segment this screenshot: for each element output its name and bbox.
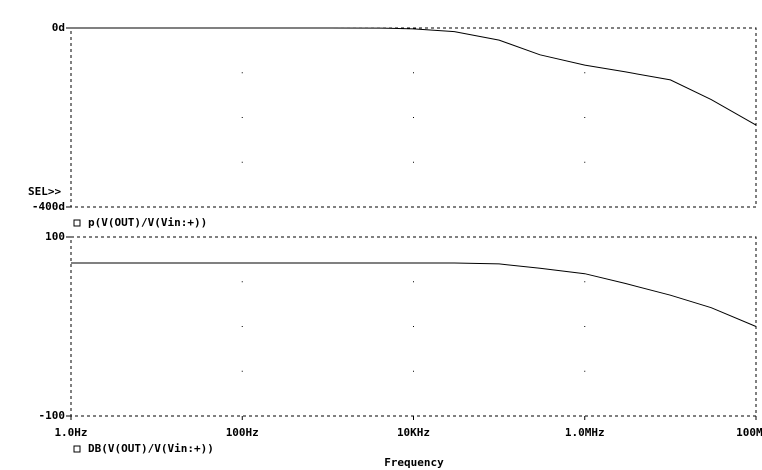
grid-dot [413,370,414,372]
grid-dot [584,326,586,327]
grid-dot [413,281,414,283]
y-tick-label: -100 [39,409,66,422]
grid-dot [241,281,243,283]
plot-frame [70,27,757,208]
grid-dot [241,72,243,74]
legend-marker [73,219,81,227]
selection-marker: SEL>> [28,185,61,198]
grid-dot [584,370,586,372]
legend-label: DB(V(OUT)/V(Vin:+)) [88,442,214,455]
grid-dot [241,326,243,327]
trace [71,262,757,327]
grid-dot [584,161,586,163]
grid-dot [413,117,414,118]
grid-dot [584,72,586,74]
grid-dot [413,72,414,74]
legend-marker [73,445,81,453]
grid-dot [584,117,586,118]
grid-dot [241,370,243,372]
x-tick-label: 100Hz [226,426,259,439]
grid-dot [584,281,586,283]
legend-label: p(V(OUT)/V(Vin:+)) [88,216,207,229]
trace [71,27,757,126]
grid-dot [413,161,414,163]
grid-dot [413,326,414,327]
y-tick-label: 0d [52,21,65,34]
grid-dot [241,161,243,163]
x-tick-label: 10KHz [397,426,430,439]
grid-dot [241,117,243,118]
x-tick-label: 1.0Hz [54,426,87,439]
y-tick-label: 100 [45,230,65,243]
x-tick-label: 100MHz [736,426,762,439]
y-tick-label: -400d [32,200,65,213]
x-tick-label: 1.0MHz [565,426,605,439]
x-axis-label: Frequency [384,456,444,469]
